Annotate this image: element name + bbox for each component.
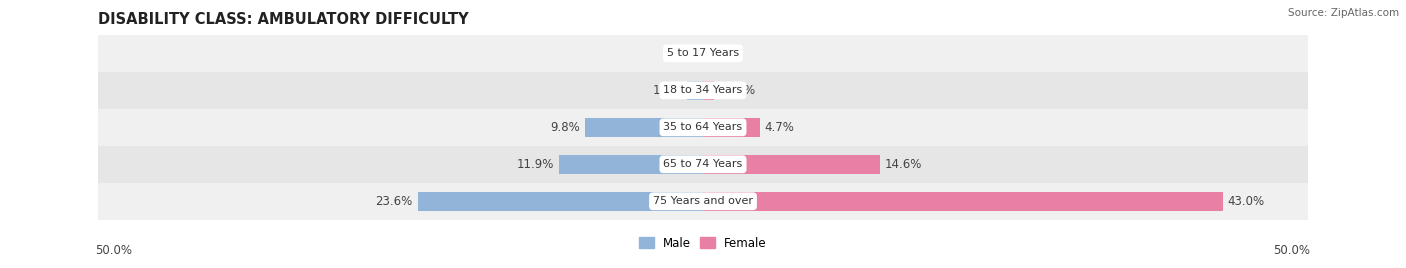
Text: 1.3%: 1.3% <box>652 84 682 97</box>
Bar <box>98 35 1308 72</box>
Bar <box>703 81 713 100</box>
Bar <box>98 146 1308 183</box>
Text: 18 to 34 Years: 18 to 34 Years <box>664 85 742 95</box>
Text: 9.8%: 9.8% <box>550 121 579 134</box>
Text: 0.0%: 0.0% <box>668 47 697 60</box>
Text: 35 to 64 Years: 35 to 64 Years <box>664 122 742 132</box>
Text: 5 to 17 Years: 5 to 17 Years <box>666 48 740 58</box>
Bar <box>585 118 703 137</box>
Text: 75 Years and over: 75 Years and over <box>652 196 754 206</box>
Bar <box>418 192 703 211</box>
Legend: Male, Female: Male, Female <box>634 232 772 255</box>
Text: 0.87%: 0.87% <box>718 84 755 97</box>
Text: 43.0%: 43.0% <box>1227 195 1265 208</box>
Text: 4.7%: 4.7% <box>765 121 794 134</box>
Text: Source: ZipAtlas.com: Source: ZipAtlas.com <box>1288 8 1399 18</box>
Bar <box>703 155 880 174</box>
Bar <box>703 118 759 137</box>
Text: 0.0%: 0.0% <box>709 47 738 60</box>
Bar <box>560 155 703 174</box>
Text: 11.9%: 11.9% <box>517 158 554 171</box>
Bar <box>98 72 1308 109</box>
Text: 14.6%: 14.6% <box>884 158 922 171</box>
Text: 65 to 74 Years: 65 to 74 Years <box>664 159 742 169</box>
Text: 50.0%: 50.0% <box>1274 244 1310 257</box>
Bar <box>98 183 1308 220</box>
Text: 23.6%: 23.6% <box>375 195 413 208</box>
Bar <box>98 109 1308 146</box>
Text: 50.0%: 50.0% <box>96 244 132 257</box>
Bar <box>703 192 1223 211</box>
Text: DISABILITY CLASS: AMBULATORY DIFFICULTY: DISABILITY CLASS: AMBULATORY DIFFICULTY <box>98 12 470 27</box>
Bar <box>688 81 703 100</box>
